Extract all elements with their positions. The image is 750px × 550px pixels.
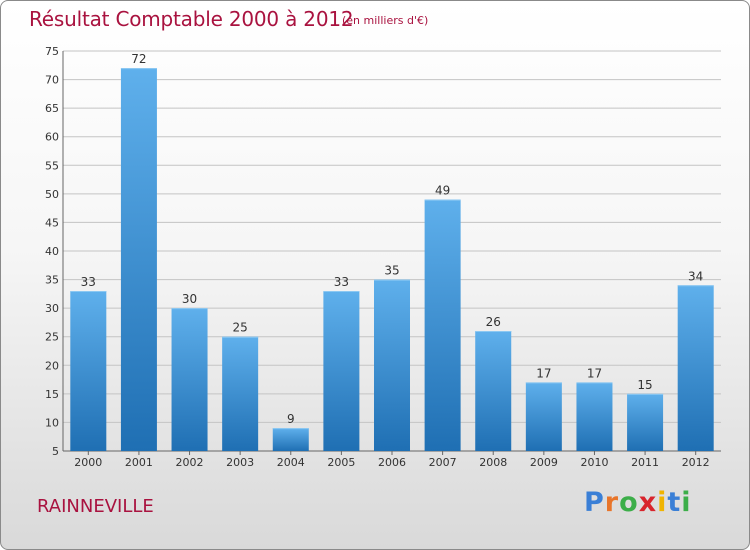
chart-subtitle: (en milliers d'€) [342, 14, 429, 27]
x-tick-label-2006: 2006 [378, 456, 406, 469]
x-tick-label-2001: 2001 [125, 456, 153, 469]
chart-title: Résultat Comptable 2000 à 2012 [29, 7, 354, 31]
value-label-2007: 49 [435, 184, 450, 198]
value-label-2004: 9 [287, 412, 295, 426]
x-tick-label-2008: 2008 [479, 456, 507, 469]
y-tick-label: 25 [45, 331, 59, 344]
bar-2000 [70, 291, 107, 451]
proxiti-logo: Proxiti [584, 487, 692, 518]
y-tick-label: 45 [45, 216, 59, 229]
bar-2007 [424, 199, 461, 451]
value-label-2010: 17 [587, 366, 602, 380]
x-tick-label-2003: 2003 [226, 456, 254, 469]
bar-2004 [272, 428, 309, 451]
x-tick-label-2011: 2011 [631, 456, 659, 469]
bar-2009 [525, 382, 562, 451]
y-tick-label: 75 [45, 45, 59, 58]
value-label-2002: 30 [182, 292, 197, 306]
logo-letter: i [681, 487, 692, 518]
y-tick-label: 50 [45, 188, 59, 201]
x-tick-label-2000: 2000 [74, 456, 102, 469]
value-label-2001: 72 [131, 52, 146, 66]
bar-2001 [120, 68, 157, 452]
x-tick-label-2002: 2002 [176, 456, 204, 469]
bar-2011 [627, 393, 664, 451]
x-tick-label-2004: 2004 [277, 456, 305, 469]
bar-2006 [374, 279, 410, 451]
value-label-2006: 35 [384, 264, 399, 278]
value-label-2011: 15 [637, 378, 652, 392]
bar-2008 [475, 331, 512, 451]
value-label-2009: 17 [536, 366, 551, 380]
bar-2010 [576, 382, 613, 451]
bar-2005 [323, 291, 360, 451]
y-tick-label: 30 [45, 302, 59, 315]
bar-2012 [677, 285, 714, 451]
value-label-2008: 26 [486, 315, 501, 329]
logo-letter: P [584, 487, 605, 518]
bar-2003 [222, 336, 259, 451]
y-tick-label: 60 [45, 131, 59, 144]
logo-letter: x [638, 487, 658, 518]
y-tick-label: 40 [45, 245, 59, 258]
logo-letter: i [657, 487, 668, 518]
y-tick-label: 15 [45, 388, 59, 401]
y-tick-label: 70 [45, 74, 59, 87]
y-tick-label: 55 [45, 159, 59, 172]
x-tick-label-2005: 2005 [327, 456, 355, 469]
value-label-2012: 34 [688, 269, 703, 283]
logo-letter: t [667, 487, 682, 518]
x-tick-label-2009: 2009 [530, 456, 558, 469]
y-tick-label: 5 [52, 445, 59, 458]
value-label-2003: 25 [233, 321, 248, 335]
y-tick-label: 35 [45, 274, 59, 287]
value-label-2000: 33 [81, 275, 96, 289]
x-tick-label-2007: 2007 [429, 456, 457, 469]
logo-letter: o [619, 487, 639, 518]
y-tick-label: 65 [45, 102, 59, 115]
logo-letter: r [604, 487, 620, 518]
y-tick-label: 20 [45, 359, 59, 372]
x-tick-label-2010: 2010 [580, 456, 608, 469]
x-tick-label-2012: 2012 [682, 456, 710, 469]
bar-2002 [171, 308, 208, 451]
y-tick-label: 10 [45, 416, 59, 429]
value-label-2005: 33 [334, 275, 349, 289]
city-name: RAINNEVILLE [37, 496, 154, 517]
